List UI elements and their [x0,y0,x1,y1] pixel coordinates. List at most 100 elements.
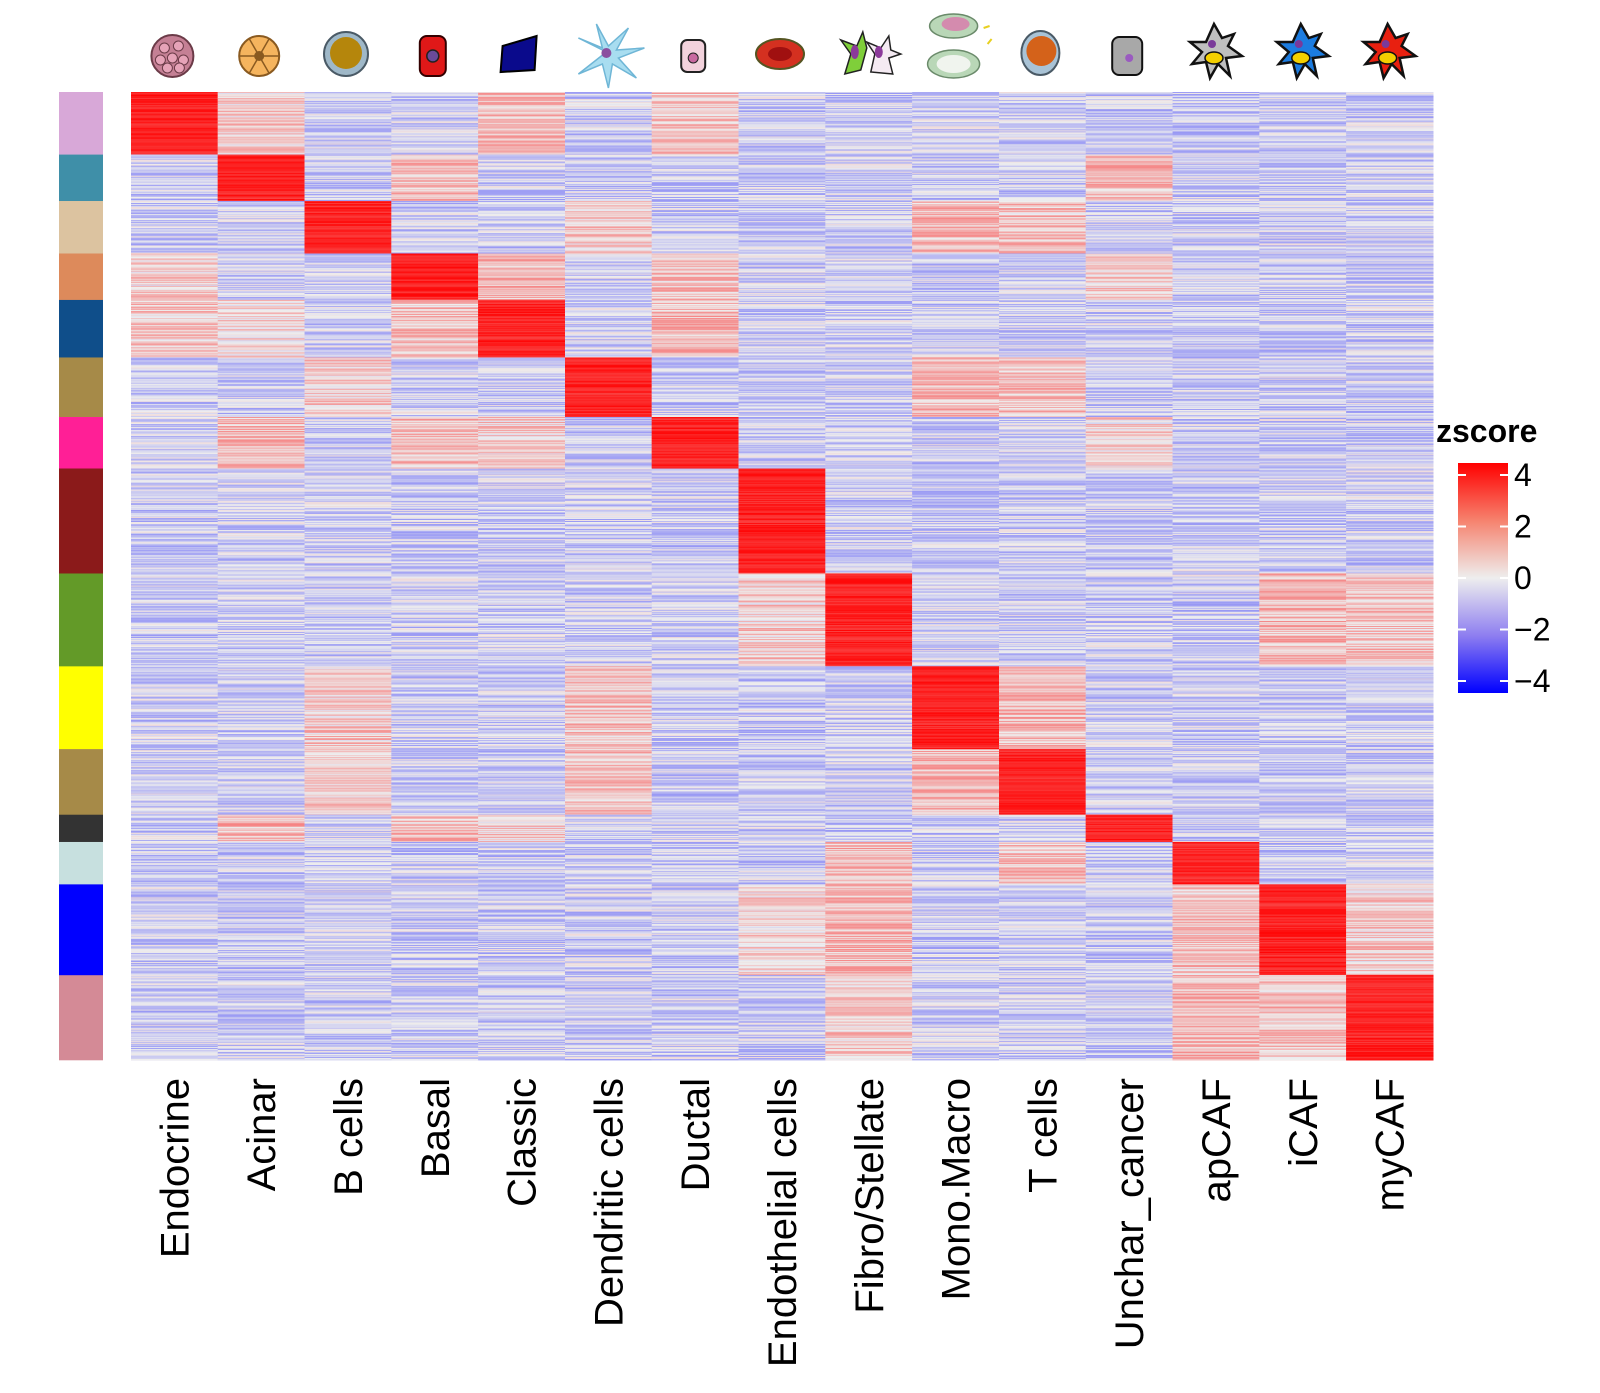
heatmap-cell-9-13 [1259,666,1347,750]
heatmap-cell-2-13 [1259,201,1347,255]
heatmap-cell-6-1 [217,417,306,470]
heatmap-cell-7-10 [999,468,1087,574]
heatmap-cell-9-4 [478,666,566,750]
heatmap-cell-9-6 [651,666,740,750]
heatmap-cell-10-7 [738,749,826,816]
heatmap-cell-6-13 [1259,417,1347,470]
legend-title: zscore [1436,413,1537,449]
heatmap-cell-12-3 [391,841,479,885]
mycaf-cell-icon [1360,21,1419,82]
heatmap-cell-3-1 [217,253,306,301]
heatmap-cell-2-8 [825,201,913,255]
heatmap-cell-4-0 [131,299,219,358]
row-group-color-12 [59,841,103,885]
heatmap-cell-4-10 [999,299,1087,358]
endocrine-cell-icon [150,34,195,78]
heatmap-cell-10-11 [1085,749,1174,816]
heatmap-cell-10-6 [651,749,740,816]
heatmap-cell-13-11 [1085,884,1174,976]
heatmap-cell-2-3 [391,201,479,255]
classic-cell-icon [499,34,538,74]
heatmap-cell-10-5 [565,749,653,816]
heatmap-cell-7-5 [565,468,653,574]
column-label: T cells [1021,1078,1065,1193]
heatmap-cell-5-10 [999,357,1087,418]
heatmap-cell-4-14 [1346,299,1434,358]
row-group-color-11 [59,814,103,843]
heatmap-cell-3-7 [738,253,826,301]
heatmap-cell-4-11 [1085,299,1174,358]
heatmap-cell-2-11 [1085,201,1174,255]
heatmap-cell-14-13 [1259,975,1347,1061]
heatmap-cell-6-5 [565,417,653,470]
heatmap-cell-8-7 [738,573,826,667]
heatmap-cell-3-11 [1085,253,1174,301]
heatmap-cell-4-13 [1259,299,1347,358]
t-cell-icon [1020,30,1061,76]
heatmap-cell-7-3 [391,468,479,574]
heatmap-cell-1-6 [651,154,740,202]
heatmap-cell-6-10 [999,417,1087,470]
heatmap-cell-0-2 [304,92,392,156]
legend-color-bar [1458,463,1508,693]
heatmap-cell-11-12 [1172,814,1260,843]
heatmap-cell-1-9 [912,154,1000,202]
heatmap-cell-2-7 [738,201,826,255]
heatmap-cell-5-12 [1172,357,1260,418]
column-icons [150,13,1419,89]
heatmap-cell-3-2 [304,253,392,301]
heatmap-cell-3-3 [391,253,479,301]
heatmap-cell-6-9 [912,417,1000,470]
heatmap-cell-9-5 [565,666,653,750]
heatmap-cell-2-6 [651,201,740,255]
heatmap-cell-5-9 [912,357,1000,418]
heatmap-cell-13-12 [1172,884,1260,976]
heatmap-cell-11-6 [651,814,740,843]
row-group-color-10 [59,749,103,816]
heatmap-cell-7-8 [825,468,913,574]
column-label: Dendritic cells [587,1078,631,1327]
endothelial-cell-icon [755,38,805,70]
heatmap-cell-4-5 [565,299,653,358]
heatmap-cell-4-3 [391,299,479,358]
heatmap-cell-11-13 [1259,814,1347,843]
heatmap-cell-5-7 [738,357,826,418]
heatmap-cell-9-0 [131,666,219,750]
icaf-cell-icon [1273,21,1333,82]
heatmap-cell-12-12 [1172,841,1260,885]
heatmap-cell-12-5 [565,841,653,885]
row-group-color-4 [59,299,103,358]
heatmap-cell-3-6 [651,253,740,301]
heatmap-cell-8-8 [825,573,913,667]
heatmap-cell-5-8 [825,357,913,418]
heatmap-cell-7-7 [738,468,826,574]
heatmap-cell-13-4 [478,884,566,976]
column-label: B cells [327,1078,371,1196]
heatmap-cell-13-13 [1259,884,1347,976]
heatmap-cell-10-9 [912,749,1000,816]
ductal-cell-icon [680,39,707,73]
heatmap-cell-13-14 [1346,884,1434,976]
heatmap-cell-14-0 [131,975,219,1061]
acinar-cell-icon [238,35,281,77]
heatmap-cell-8-14 [1346,573,1434,667]
heatmap-cell-0-11 [1085,92,1174,156]
heatmap-cell-0-8 [825,92,913,156]
heatmap-cell-7-9 [912,468,1000,574]
heatmap-cell-10-10 [999,749,1087,816]
row-group-color-9 [59,666,103,750]
heatmap-cell-1-4 [478,154,566,202]
heatmap-cell-0-4 [478,92,566,156]
heatmap-cell-14-2 [304,975,392,1061]
legend-tick-label: −2 [1514,612,1550,648]
heatmap-cell-3-9 [912,253,1000,301]
column-label: Unchar_cancer [1108,1078,1152,1349]
heatmap-cell-9-9 [912,666,1000,750]
heatmap-cell-12-13 [1259,841,1347,885]
heatmap-cell-13-3 [391,884,479,976]
heatmap-cell-7-12 [1172,468,1260,574]
heatmap-cell-0-14 [1346,92,1434,156]
heatmap-cell-4-8 [825,299,913,358]
heatmap-cell-3-14 [1346,253,1434,301]
heatmap-cell-8-2 [304,573,392,667]
